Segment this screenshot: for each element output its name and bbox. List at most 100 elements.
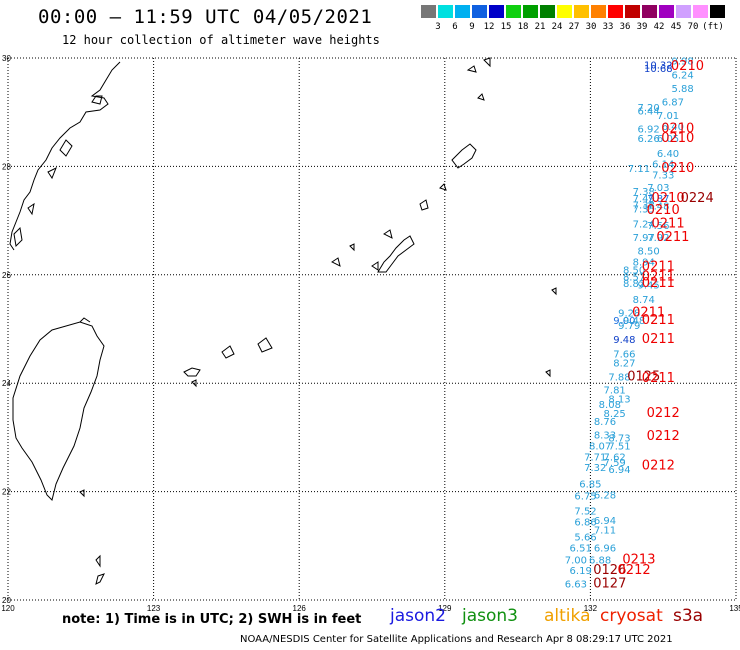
pass-time-label: 0211 [656,230,689,245]
scale-label: 27 [568,22,580,32]
wave-height-value: 7.01 [657,111,679,122]
wave-height-value: 6.44 [638,107,660,118]
scale-swatch [710,5,725,18]
wave-height-value: 7.88 [608,373,630,384]
scale-swatch [625,5,640,18]
wave-height-value: 6.94 [594,516,616,527]
satellite-legend-jason2: jason2 [390,606,446,626]
axis-tick-labels: 120 123 126 129 132 135 30 28 26 24 22 20 [1,54,740,613]
scale-label: 3 [435,22,441,32]
pass-time-label: 0125 [627,370,660,385]
scale-swatch [574,5,589,18]
pass-time-label: 0210 [671,59,704,74]
wave-height-value: 6.19 [570,566,592,577]
scale-label: 42 [653,22,665,32]
scale-swatch [608,5,623,18]
wave-height-value: 7.66 [613,349,635,360]
pass-time-label: 0212 [618,563,651,578]
scale-swatch [472,5,487,18]
scale-label: 45 [670,22,682,32]
footer-note: note: 1) Time is in UTC; 2) SWH is in fe… [62,612,362,627]
pass-time-label: 0211 [642,269,675,284]
wave-height-value: 7.56 [647,221,669,232]
wave-height-value: 6.40 [662,122,684,133]
satellite-legend-s3a: s3a [673,606,704,626]
wave-height-value: 7.24 [633,219,655,230]
wave-height-value: 6.96 [594,543,616,554]
kyushu-coastline [9,61,121,251]
wave-height-value: 8.13 [608,394,630,405]
pass-time-label: 0210 [652,191,685,206]
sakishima-coastline [183,367,201,377]
scale-swatch [591,5,606,18]
coastline [9,57,557,585]
wave-height-value: 8.25 [604,409,626,420]
wave-height-value: 9.98 [671,57,693,68]
scale-label: 15 [500,22,512,32]
wave-height-value: 7.38 [633,187,655,198]
wave-height-value: 7.97 [633,233,655,244]
scale-label: 6 [452,22,458,32]
wave-height-value: 10.32 [644,61,673,72]
scale-label: 24 [551,22,563,32]
scale-swatch [693,5,708,18]
scale-swatch [642,5,657,18]
pass-time-label: 0211 [632,306,665,321]
pass-time-label: 0213 [622,552,655,567]
wave-height-value: 9.48 [613,335,635,346]
map-title: 00:00 – 11:59 UTC 04/05/2021 [38,6,373,28]
wave-height-value: 8.73 [608,433,630,444]
wave-height-value: 6.94 [608,465,630,476]
scale-label: 9 [469,22,475,32]
lat-lon-grid [7,57,737,601]
wave-height-value: 7.48 [647,201,669,212]
scale-swatch [540,5,555,18]
wave-height-value: 7.52 [574,507,596,518]
pass-time-label: 0210 [661,121,694,136]
wave-height-value: 7.32 [584,463,606,474]
okinawa-coastline [377,235,415,273]
pass-time-label: 0211 [642,332,675,347]
pass-time-label: 0212 [642,459,675,474]
wave-height-value: 7.33 [652,171,674,182]
scale-swatch [676,5,691,18]
wave-height-value: 9.79 [618,321,640,332]
wave-height-value: 8.50 [623,265,645,276]
wave-height-value: 6.26 [638,134,660,145]
wave-height-value: 8.27 [613,359,635,370]
lat-tick-label: 24 [2,379,11,388]
wave-height-observations: 9.9810.3210.6802106.245.886.877.206.447.… [565,57,714,592]
pass-time-label: 0212 [647,429,680,444]
lon-tick-label: 135 [729,604,740,613]
lat-tick-label: 28 [2,162,11,171]
wave-height-value: 9.48 [623,316,645,327]
wave-height-value: 6.24 [671,70,693,81]
wave-height-value: 6.05 [657,134,679,145]
pass-time-label: 0212 [647,406,680,421]
lon-tick-label: 129 [438,604,452,613]
satellite-legend-cryosat: cryosat [600,606,663,626]
scale-label: 18 [517,22,529,32]
scale-swatch [421,5,436,18]
scale-swatch [557,5,572,18]
wave-height-value: 6.87 [662,97,684,108]
taiwan-coastline [12,321,105,501]
wave-height-value: 8.74 [633,295,655,306]
wave-height-value: 7.59 [604,458,626,469]
lon-tick-label: 123 [147,604,161,613]
scale-label: 36 [619,22,631,32]
wave-height-value: 6.75 [574,491,596,502]
wave-height-value: 8.57 [623,272,645,283]
map-subtitle: 12 hour collection of altimeter wave hei… [62,33,380,47]
scale-label: 12 [483,22,495,32]
satellite-legend-altika: altika [544,606,591,626]
pass-time-label: 0211 [642,260,675,275]
wave-height-value: 6.85 [579,479,601,490]
pass-time-label: 0211 [642,276,675,291]
scale-label: 33 [602,22,614,32]
wave-height-value: 8.33 [594,431,616,442]
wave-height-value: 7.49 [633,194,655,205]
scale-swatch [659,5,674,18]
wave-height-value: 7.11 [628,164,650,175]
